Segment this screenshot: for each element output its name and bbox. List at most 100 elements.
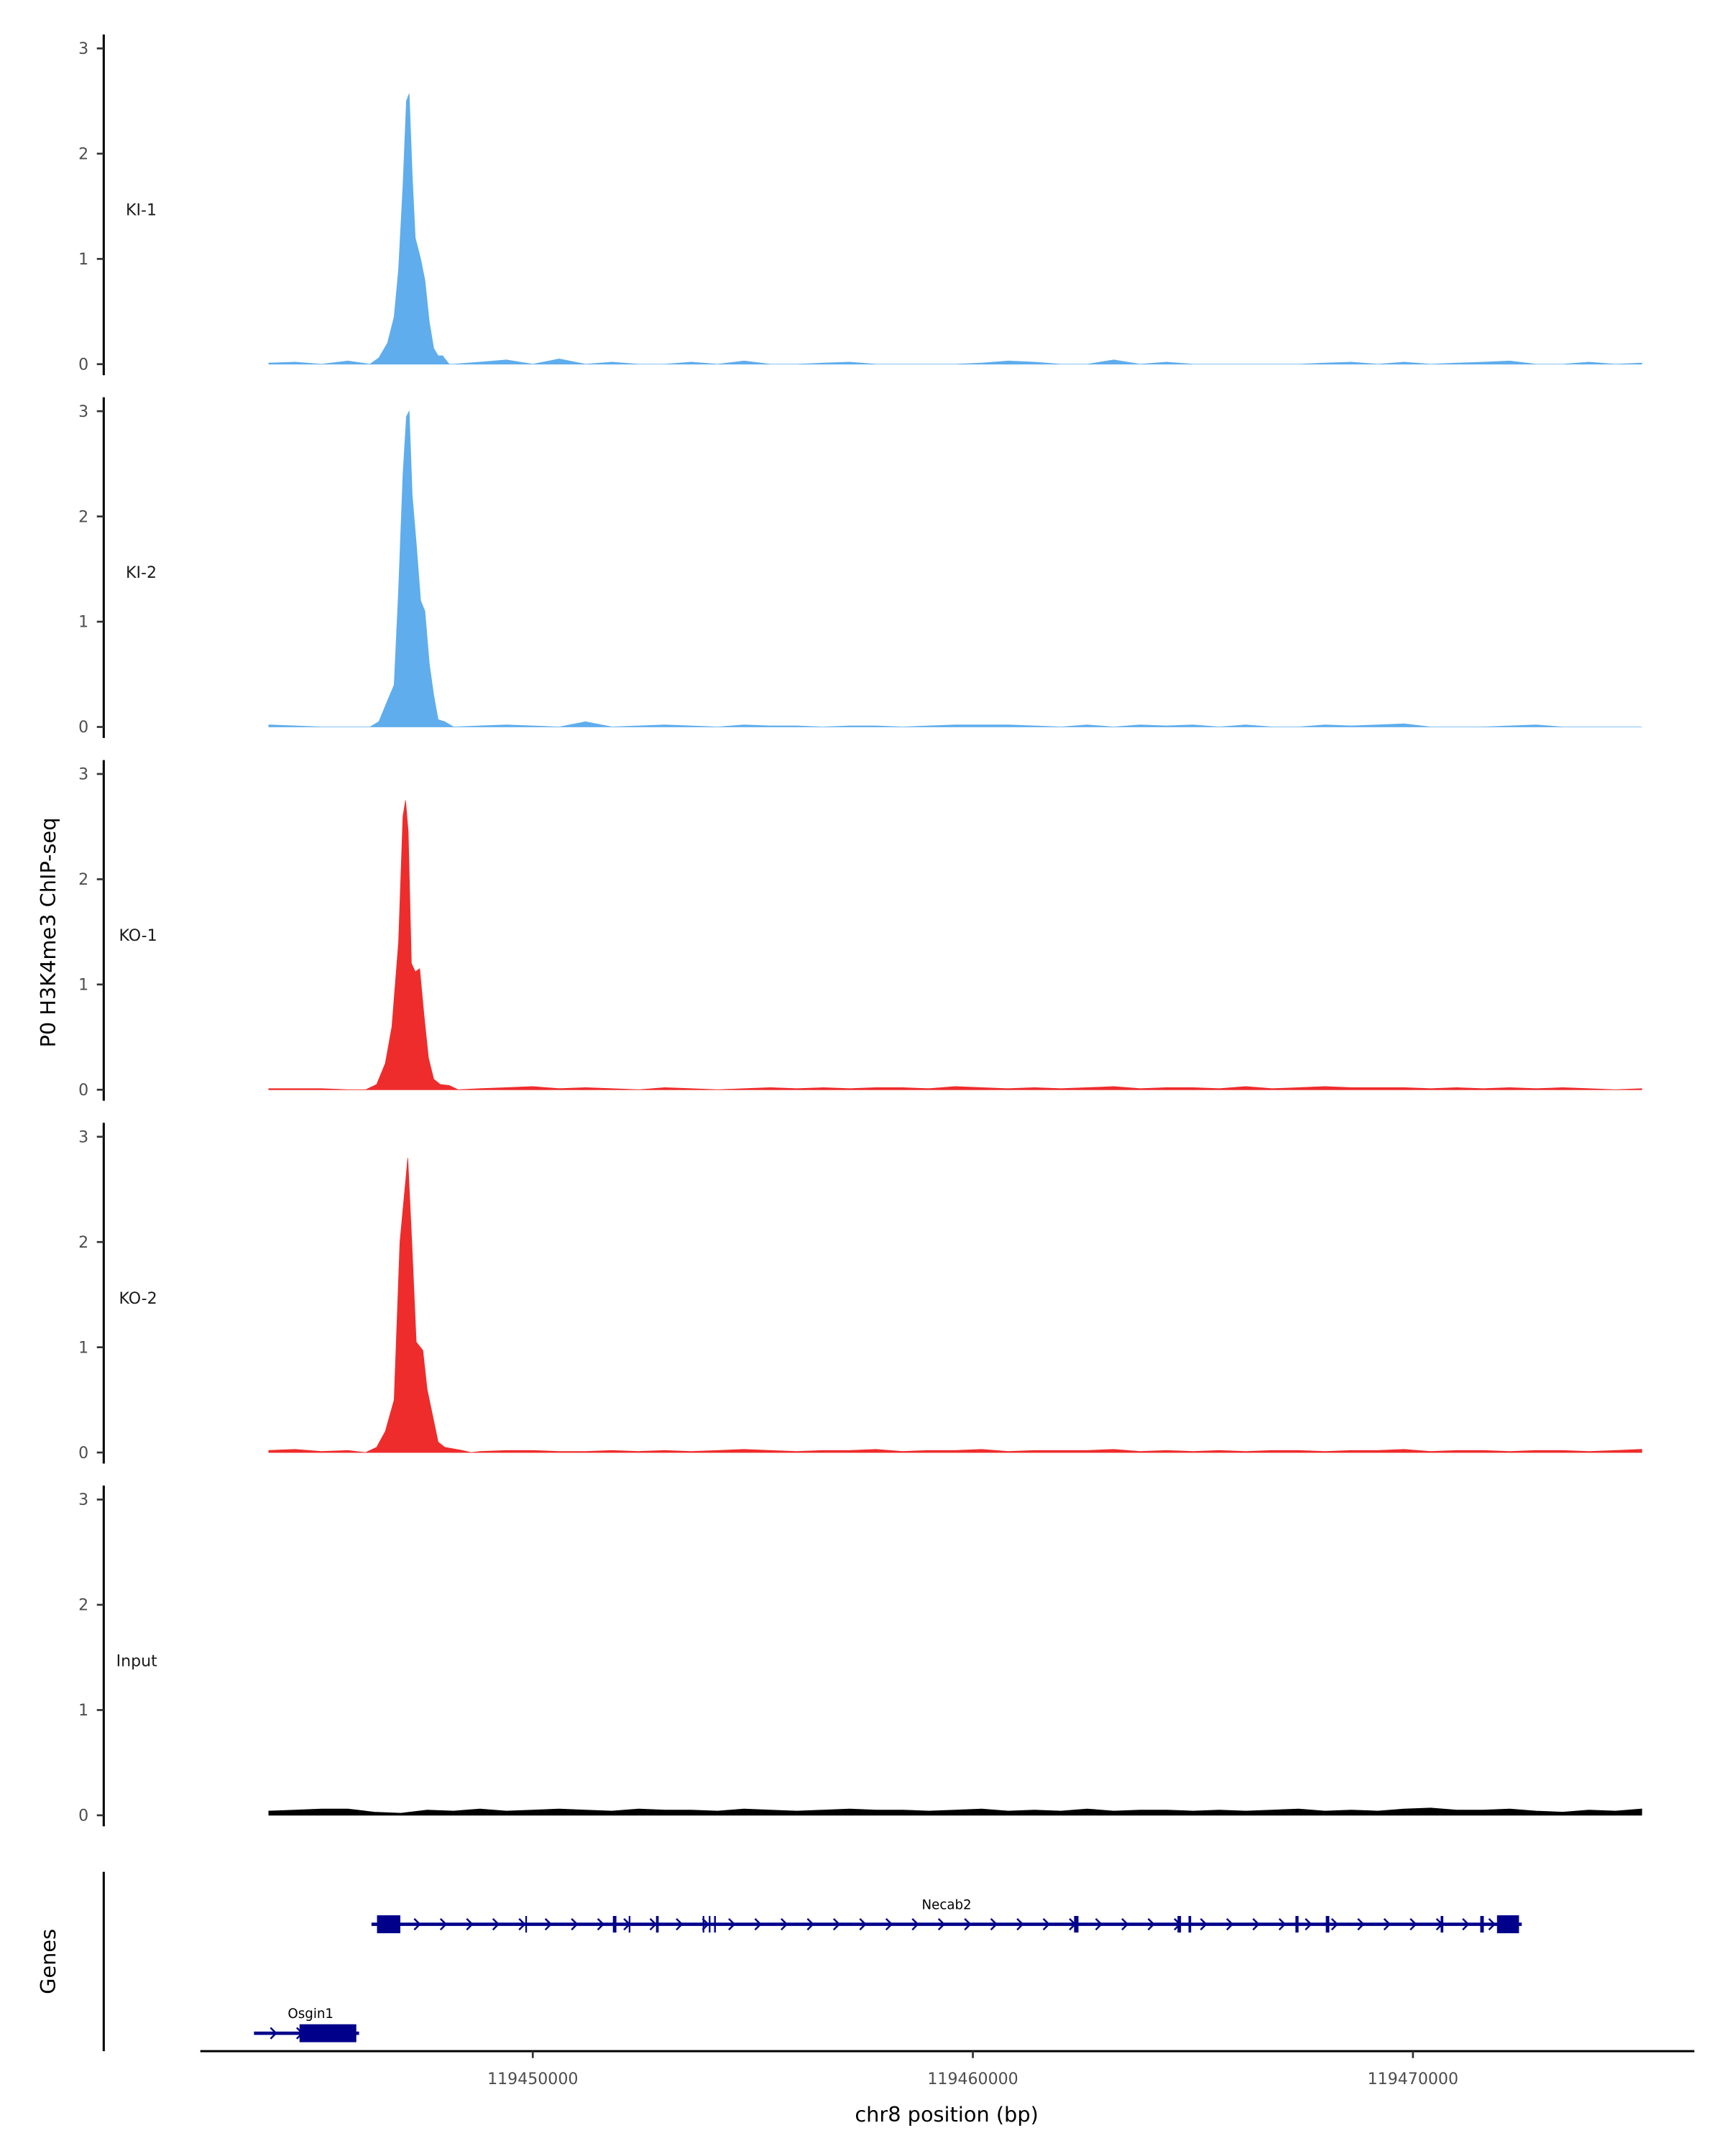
strand-arrow-icon (911, 1917, 919, 1931)
track-ki-1: 0 1 2 3 KI-1 (78, 34, 1642, 376)
y-tick-label: 3 (78, 40, 88, 58)
y-tick-label: 0 (78, 1082, 88, 1100)
signal-area (268, 1807, 1642, 1816)
signal-area (268, 410, 1642, 727)
y-tick-label: 1 (78, 614, 88, 632)
signal-tracks: 0 1 2 3 KI-1 0 1 2 3 KI-2 0 1 2 3 KO-1 0 1 2 3 KO-2 0 1 2 3 Inpu… (78, 34, 1642, 1827)
y-tick-label: 3 (78, 403, 88, 421)
strand-arrow-icon (1409, 1917, 1417, 1931)
strand-arrow-icon (597, 1917, 605, 1931)
exon (377, 1915, 400, 1934)
strand-arrow-icon (413, 1917, 421, 1931)
strand-arrow-icon (1042, 1917, 1051, 1931)
gene-label: Necab2 (921, 1897, 971, 1912)
y-tick-label: 1 (78, 977, 88, 995)
strand-arrow-icon (1488, 1917, 1496, 1931)
strand-arrow-icon (676, 1917, 684, 1931)
exon (1496, 1915, 1519, 1934)
y-tick-label: 3 (78, 1128, 88, 1146)
exon (656, 1916, 659, 1933)
y-tick-label: 0 (78, 1807, 88, 1825)
y-axis-title: P0 H3K4me3 ChIP-seq (36, 817, 60, 1047)
track-ko-2: 0 1 2 3 KO-2 (78, 1123, 1642, 1464)
x-tick-label: 119460000 (927, 2070, 1018, 2088)
strand-arrow-icon (754, 1917, 762, 1931)
y-tick-label: 2 (78, 1234, 88, 1252)
signal-area (268, 93, 1642, 365)
strand-arrow-icon (466, 1917, 474, 1931)
gene-osgin1: Osgin1 (254, 2007, 359, 2042)
strand-arrow-icon (806, 1917, 814, 1931)
exon (1177, 1916, 1182, 1933)
exon (714, 1916, 716, 1933)
y-tick-label: 0 (78, 356, 88, 374)
track-ki-2: 0 1 2 3 KI-2 (78, 397, 1642, 738)
strand-arrow-icon (518, 1917, 526, 1931)
y-tick-label: 0 (78, 1445, 88, 1462)
exon (299, 2024, 356, 2042)
strand-arrow-icon (1252, 1917, 1260, 1931)
track-label: KO-2 (119, 1290, 157, 1308)
exon (1480, 1916, 1484, 1933)
exon (702, 1916, 704, 1933)
x-tick-label: 119450000 (487, 2070, 578, 2088)
track-label: KO-1 (119, 927, 157, 945)
strand-arrow-icon (1278, 1917, 1287, 1931)
signal-area (268, 800, 1642, 1090)
y-tick-label: 1 (78, 1339, 88, 1357)
strand-arrow-icon (649, 1917, 657, 1931)
y-tick-label: 0 (78, 719, 88, 737)
x-axis: 119450000 119460000 119470000 (200, 2050, 1695, 2088)
exon (628, 1916, 631, 1933)
strand-arrow-icon (1225, 1917, 1234, 1931)
strand-arrow-icon (1462, 1917, 1470, 1931)
track-input: 0 1 2 3 Input (78, 1485, 1642, 1827)
strand-arrow-icon (1305, 1917, 1312, 1931)
strand-arrow-icon (1016, 1917, 1024, 1931)
strand-arrow-icon (859, 1917, 867, 1931)
strand-arrow-icon (937, 1917, 946, 1931)
strand-arrow-icon (1121, 1917, 1129, 1931)
y-tick-label: 3 (78, 1491, 88, 1509)
strand-arrow-icon (544, 1917, 553, 1931)
strand-arrow-icon (1147, 1917, 1155, 1931)
y-tick-label: 2 (78, 145, 88, 163)
strand-arrow-icon (1200, 1917, 1208, 1931)
exon (1325, 1916, 1330, 1933)
track-label: KI-2 (126, 564, 157, 582)
strand-arrow-icon (781, 1917, 788, 1931)
y-tick-label: 2 (78, 508, 88, 526)
track-ko-1: 0 1 2 3 KO-1 (78, 760, 1642, 1101)
exon (709, 1916, 711, 1933)
strand-arrow-icon (1330, 1917, 1339, 1931)
strand-arrow-icon (270, 2027, 277, 2040)
gene-label: Osgin1 (288, 2007, 334, 2022)
exon (1440, 1916, 1444, 1933)
y-tick-label: 2 (78, 1597, 88, 1615)
x-axis-title: chr8 position (bp) (855, 2102, 1039, 2127)
strand-arrow-icon (1095, 1917, 1103, 1931)
strand-arrow-icon (990, 1917, 998, 1931)
genes-panel: Necab2 Osgin1 (102, 1871, 1522, 2052)
track-label: Input (116, 1653, 157, 1671)
exon (525, 1916, 528, 1933)
strand-arrow-icon (728, 1917, 736, 1931)
y-tick-label: 3 (78, 766, 88, 784)
strand-arrow-icon (492, 1917, 500, 1931)
strand-arrow-icon (439, 1917, 448, 1931)
strand-arrow-icon (964, 1917, 972, 1931)
strand-arrow-icon (702, 1917, 709, 1931)
strand-arrow-icon (1357, 1917, 1365, 1931)
y-tick-label: 2 (78, 871, 88, 889)
y-tick-label: 1 (78, 251, 88, 269)
strand-arrow-icon (1383, 1917, 1392, 1931)
gene-necab2: Necab2 (371, 1897, 1522, 1934)
strand-arrow-icon (832, 1917, 841, 1931)
exon (612, 1916, 617, 1933)
exon (1295, 1916, 1299, 1933)
exon (1188, 1916, 1192, 1933)
track-label: KI-1 (126, 201, 157, 219)
signal-area (268, 1158, 1642, 1453)
y-tick-label: 1 (78, 1702, 88, 1720)
